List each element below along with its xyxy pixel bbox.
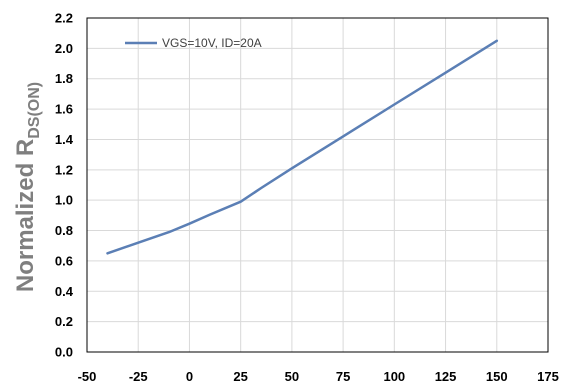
x-tick-label: -50 (78, 369, 97, 384)
x-tick-label: -25 (129, 369, 148, 384)
y-tick-label: 0.6 (55, 253, 73, 268)
x-tick-label: 50 (285, 369, 299, 384)
y-tick-label: 0.8 (55, 223, 73, 238)
y-tick-label: 1.4 (55, 132, 74, 147)
y-tick-label: 0.2 (55, 314, 73, 329)
legend-entry: VGS=10V, ID=20A (162, 36, 262, 50)
x-tick-label: 0 (186, 369, 193, 384)
y-axis-label-subscript: DS(ON) (26, 82, 43, 139)
y-tick-label: 1.2 (55, 162, 73, 177)
x-tick-label: 25 (233, 369, 247, 384)
y-tick-label: 1.8 (55, 71, 73, 86)
x-tick-label: 150 (486, 369, 508, 384)
x-tick-label: 100 (383, 369, 405, 384)
y-axis-label: Normalized RDS(ON) (12, 82, 43, 292)
y-tick-label: 1.0 (55, 193, 73, 208)
y-tick-label: 0.4 (55, 284, 74, 299)
y-axis-label-main: Normalized R (12, 139, 39, 292)
x-tick-labels: -50 -25 0 25 50 75 100 125 150 175 (78, 369, 559, 384)
legend: VGS=10V, ID=20A (125, 36, 262, 50)
y-tick-label: 2.0 (55, 41, 73, 56)
plot-frame (86, 17, 549, 353)
y-tick-label: 2.2 (55, 11, 73, 26)
y-tick-labels: 0.0 0.2 0.4 0.6 0.8 1.0 1.2 1.4 1.6 1.8 2.0 2.2 (55, 11, 74, 360)
grid (86, 17, 549, 353)
x-tick-label: 125 (435, 369, 457, 384)
y-tick-label: 0.0 (55, 345, 73, 360)
x-tick-label: 175 (537, 369, 559, 384)
x-tick-label: 75 (336, 369, 350, 384)
series-group (106, 39, 499, 255)
series-line-0 (106, 39, 499, 255)
y-tick-label: 1.6 (55, 102, 73, 117)
